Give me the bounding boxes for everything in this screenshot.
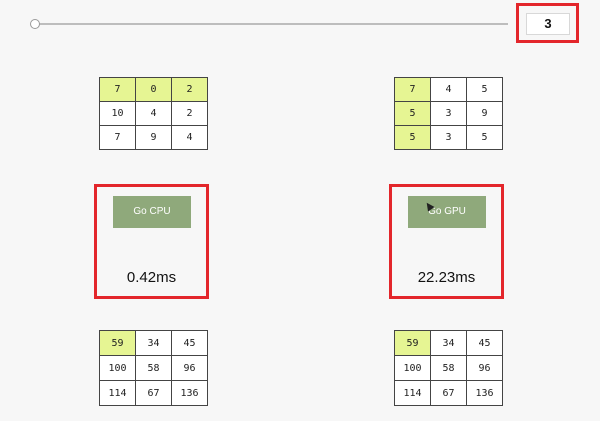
matrix-cell: 67 — [135, 380, 172, 406]
matrix-row: 59 34 45 — [394, 330, 503, 356]
matrix-cell: 7 — [99, 77, 136, 102]
matrix-cell: 96 — [466, 355, 503, 381]
matrix-cell: 96 — [171, 355, 208, 381]
matrix-cell: 5 — [466, 77, 503, 102]
matrix-cell: 3 — [430, 101, 467, 126]
matrix-cell: 58 — [135, 355, 172, 381]
gpu-panel: Go GPU 22.23ms — [389, 184, 504, 299]
result-matrix-cpu: 59 34 45 100 58 96 114 67 136 — [99, 330, 208, 406]
matrix-a: 7 0 2 10 4 2 7 9 4 — [99, 77, 208, 150]
slider-thumb[interactable] — [30, 19, 40, 29]
matrix-cell: 45 — [466, 330, 503, 356]
matrix-cell: 59 — [394, 330, 431, 356]
result-matrix-gpu: 59 34 45 100 58 96 114 67 136 — [394, 330, 503, 406]
matrix-cell: 5 — [394, 125, 431, 150]
matrix-cell: 5 — [466, 125, 503, 150]
matrix-cell: 58 — [430, 355, 467, 381]
matrix-cell: 2 — [171, 101, 208, 126]
matrix-cell: 2 — [171, 77, 208, 102]
size-input-frame: 3 — [516, 3, 579, 43]
matrix-cell: 34 — [430, 330, 467, 356]
gpu-time: 22.23ms — [417, 269, 476, 286]
matrix-cell: 67 — [430, 380, 467, 406]
matrix-cell: 45 — [171, 330, 208, 356]
matrix-cell: 5 — [394, 101, 431, 126]
matrix-cell: 9 — [135, 125, 172, 150]
matrix-cell: 10 — [99, 101, 136, 126]
matrix-row: 59 34 45 — [99, 330, 208, 356]
matrix-cell: 34 — [135, 330, 172, 356]
matrix-row: 10 4 2 — [99, 101, 208, 126]
size-input[interactable]: 3 — [526, 13, 570, 35]
matrix-cell: 114 — [99, 380, 136, 406]
cpu-time: 0.42ms — [126, 269, 177, 286]
matrix-cell: 4 — [135, 101, 172, 126]
matrix-cell: 100 — [99, 355, 136, 381]
go-cpu-button[interactable]: Go CPU — [113, 196, 191, 228]
matrix-cell: 59 — [99, 330, 136, 356]
matrix-cell: 4 — [430, 77, 467, 102]
matrix-cell: 9 — [466, 101, 503, 126]
matrix-cell: 100 — [394, 355, 431, 381]
cpu-panel: Go CPU 0.42ms — [94, 184, 209, 299]
matrix-cell: 7 — [99, 125, 136, 150]
matrix-cell: 4 — [171, 125, 208, 150]
matrix-row: 114 67 136 — [99, 380, 208, 406]
matrix-cell: 114 — [394, 380, 431, 406]
matrix-cell: 3 — [430, 125, 467, 150]
matrix-row: 100 58 96 — [99, 355, 208, 381]
size-slider[interactable] — [30, 16, 508, 32]
go-gpu-button[interactable]: Go GPU — [408, 196, 486, 228]
matrix-cell: 7 — [394, 77, 431, 102]
slider-track[interactable] — [34, 23, 508, 25]
matrix-cell: 136 — [466, 380, 503, 406]
matrix-row: 100 58 96 — [394, 355, 503, 381]
matrix-cell: 0 — [135, 77, 172, 102]
matrix-cell: 136 — [171, 380, 208, 406]
matrix-row: 114 67 136 — [394, 380, 503, 406]
